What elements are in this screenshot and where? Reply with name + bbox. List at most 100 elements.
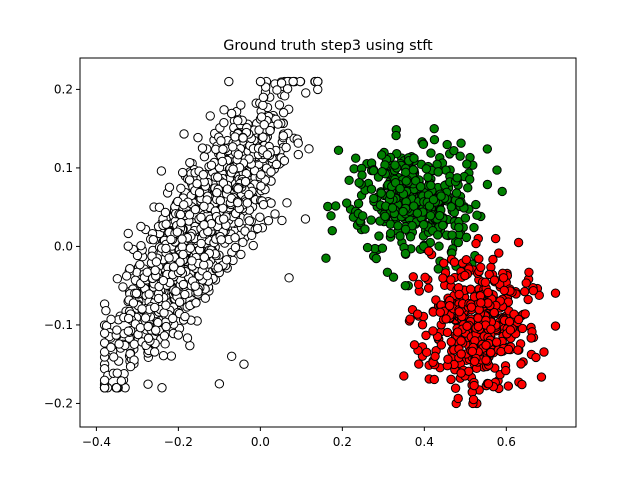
point-series-0-679: [258, 100, 268, 110]
point-series-2-426: [531, 352, 541, 363]
point-series-2-365: [443, 354, 453, 364]
point-series-2-380: [528, 285, 539, 296]
point-series-2-121: [550, 288, 561, 298]
point-series-2-440: [499, 285, 509, 296]
point-series-0-1316: [143, 333, 154, 344]
point-series-1-412: [425, 210, 436, 221]
point-series-2-431: [464, 366, 474, 376]
point-series-0-1361: [192, 178, 202, 189]
point-series-0-1294: [168, 313, 178, 324]
point-series-0-1385: [150, 265, 160, 276]
point-series-2-436: [456, 368, 466, 378]
point-series-0-1340: [199, 252, 210, 262]
point-series-0-1232: [190, 204, 201, 215]
point-series-0-1029: [106, 342, 116, 353]
point-series-0-1366: [161, 300, 171, 310]
point-series-0-1310: [151, 257, 162, 267]
point-series-0-1387: [164, 182, 175, 193]
point-series-0-1311: [233, 116, 243, 126]
point-series-0-658: [238, 237, 248, 248]
point-series-0-1397: [199, 220, 209, 230]
point-series-2-241: [446, 337, 456, 347]
point-series-2-304: [474, 254, 484, 264]
point-series-0-1137: [112, 368, 122, 378]
point-series-0-1388: [169, 262, 179, 272]
point-series-2-57: [539, 347, 549, 357]
point-series-0-1017: [99, 347, 110, 357]
point-series-2-29: [439, 258, 449, 268]
point-series-1-136: [492, 165, 502, 175]
point-series-2-399: [513, 345, 523, 355]
point-series-2-54: [408, 272, 418, 282]
point-series-0-1378: [151, 325, 161, 335]
point-series-1-365: [393, 221, 403, 231]
point-series-0-730: [248, 240, 258, 251]
point-series-0-253: [112, 274, 123, 284]
point-series-0-1229: [175, 209, 186, 220]
point-series-1-222: [461, 232, 472, 243]
point-series-1-371: [418, 139, 428, 150]
point-series-1-360: [465, 174, 475, 185]
point-series-1-451: [321, 253, 331, 263]
y-tick-label-0: −0.2: [44, 396, 73, 410]
point-series-0-1367: [198, 170, 209, 180]
point-series-1-429: [472, 210, 482, 220]
point-series-2-444: [473, 321, 484, 332]
point-series-2-433: [476, 298, 486, 308]
plot-frame: [79, 57, 577, 428]
point-series-1-380: [460, 213, 471, 223]
point-series-2-449: [469, 356, 480, 367]
point-series-2-387: [456, 349, 466, 359]
point-series-1-391: [410, 176, 421, 186]
point-series-2-403: [503, 344, 514, 355]
point-series-0-1211: [132, 250, 143, 261]
point-series-0-1091: [184, 210, 195, 220]
point-series-1-449: [436, 191, 446, 201]
point-series-2-136: [421, 347, 432, 358]
point-series-1-368: [341, 198, 352, 208]
point-series-0-1171: [179, 200, 189, 210]
chart-title: Ground truth step3 using stft: [223, 38, 433, 54]
point-series-0-1205: [276, 78, 287, 88]
point-series-2-439: [462, 321, 472, 331]
point-series-0-1193: [258, 132, 268, 142]
x-tick-label-4: 0.4: [415, 435, 434, 449]
point-series-0-1011: [266, 198, 276, 208]
point-series-2-240: [417, 320, 428, 330]
point-series-0-1334: [101, 305, 111, 316]
point-series-2-276: [438, 273, 448, 283]
point-series-1-450: [497, 186, 507, 197]
point-series-1-323: [395, 231, 405, 241]
point-series-1-423: [433, 264, 443, 274]
point-series-1-27: [426, 148, 436, 158]
point-series-0-1317: [131, 288, 142, 299]
point-series-0-1175: [244, 189, 254, 200]
point-series-2-201: [523, 294, 533, 305]
point-series-2-5: [536, 372, 547, 382]
point-series-0-1303: [144, 289, 154, 299]
point-series-2-406: [452, 327, 463, 337]
point-series-1-421: [374, 231, 384, 241]
point-series-2-348: [405, 314, 415, 324]
point-series-1-409: [398, 206, 408, 217]
point-series-2-226: [517, 379, 527, 390]
point-series-1-414: [452, 173, 462, 183]
point-series-0-896: [258, 92, 269, 103]
point-series-0-1278: [153, 317, 163, 328]
point-series-0-1369: [230, 233, 240, 243]
point-series-0-1309: [143, 321, 153, 332]
x-tick-label-5: 0.6: [497, 435, 516, 449]
point-series-0-1371: [278, 107, 289, 118]
point-series-1-417: [429, 135, 440, 145]
point-series-0-1365: [150, 302, 160, 313]
point-series-0-1372: [158, 275, 169, 286]
point-series-2-362: [469, 380, 479, 391]
point-series-2-418: [446, 275, 456, 285]
point-series-0-1395: [111, 383, 122, 393]
point-series-1-398: [380, 211, 390, 222]
point-series-1-432: [419, 220, 429, 230]
point-series-1-316: [368, 165, 379, 176]
point-series-2-451: [468, 394, 479, 405]
point-series-0-1233: [242, 198, 253, 208]
point-series-2-424: [430, 351, 440, 362]
